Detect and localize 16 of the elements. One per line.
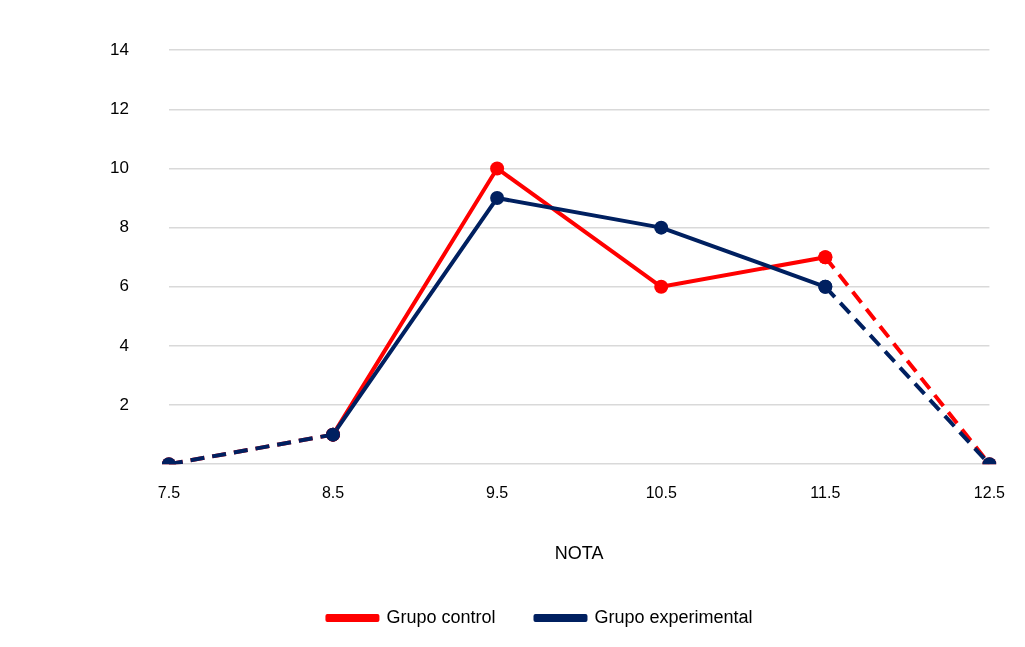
- y-tick-label: 14: [109, 39, 129, 59]
- y-tick-label: 4: [119, 335, 129, 355]
- x-tick-label: 7.5: [157, 484, 181, 502]
- legend-label: Grupo control: [386, 606, 496, 627]
- legend-label: Grupo experimental: [594, 606, 753, 627]
- x-tick-label: 12.5: [973, 484, 1006, 502]
- x-axis-title: NOTA: [554, 543, 604, 564]
- y-tick-label: 12: [109, 99, 129, 119]
- x-tick-label: 10.5: [645, 484, 677, 502]
- x-tick-label: 8.5: [321, 484, 345, 502]
- y-tick-label: 10: [109, 158, 129, 178]
- x-tick-label: 9.5: [485, 484, 509, 502]
- y-tick-label: 8: [119, 217, 129, 237]
- y-tick-label: 6: [119, 276, 129, 296]
- x-tick-label: 11.5: [810, 484, 841, 502]
- y-tick-label: 2: [119, 394, 129, 414]
